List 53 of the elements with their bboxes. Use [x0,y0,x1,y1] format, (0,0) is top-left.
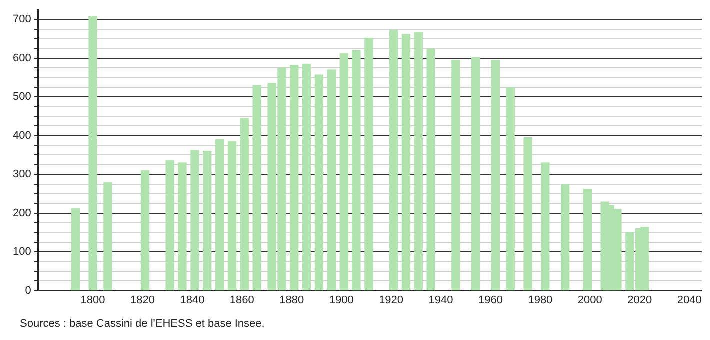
bar [178,162,187,291]
y-tick-label: 500 [12,91,32,104]
bar [203,151,212,291]
bar [88,16,98,291]
x-tick-label: 1980 [528,294,553,306]
bar [215,139,224,291]
x-tick-label: 1820 [130,294,155,306]
y-tick-label: 300 [12,168,32,181]
bar [402,34,411,291]
x-tick-label: 1920 [379,294,404,306]
y-tick-label: 200 [12,207,32,220]
x-tick-label: 2000 [578,294,602,306]
bar [327,70,336,291]
x-tick-label: 1800 [80,294,106,306]
x-tick-label: 1960 [478,294,503,306]
y-tick-label: 100 [12,246,32,258]
bar [491,60,500,291]
bar [140,170,150,291]
bar [560,184,570,291]
bar [104,182,112,291]
bar [471,57,480,291]
x-tick-label: 2020 [628,294,652,306]
bar [240,118,249,291]
bar [414,32,423,291]
bar [524,137,532,291]
x-tick-label: 1840 [180,294,205,306]
bar [352,50,361,291]
bar [166,160,174,291]
bar [364,38,374,291]
y-tick-label: 400 [12,130,32,142]
bar [426,48,436,291]
bar [389,30,398,291]
y-tick-label: 0 [25,284,32,297]
x-tick-label: 1940 [428,294,454,306]
bar [71,208,80,291]
bar [314,74,324,291]
bar [290,65,299,291]
bar [340,53,348,291]
x-tick-label: 1880 [280,294,304,306]
x-tick-label: 1860 [230,294,254,306]
bar [302,64,312,291]
x-tick-label: 1900 [329,294,354,306]
bar [506,88,515,291]
bar [452,60,460,291]
source-note: Sources : base Cassini de l'EHESS et base Insee. [20,318,265,330]
x-tick-label: 2040 [677,294,702,306]
y-tick-label: 600 [12,52,32,64]
bar [228,141,237,291]
bar [541,162,550,291]
y-tick-label: 700 [12,14,32,26]
bar [190,150,200,291]
bar [252,85,262,291]
bar [583,188,592,291]
